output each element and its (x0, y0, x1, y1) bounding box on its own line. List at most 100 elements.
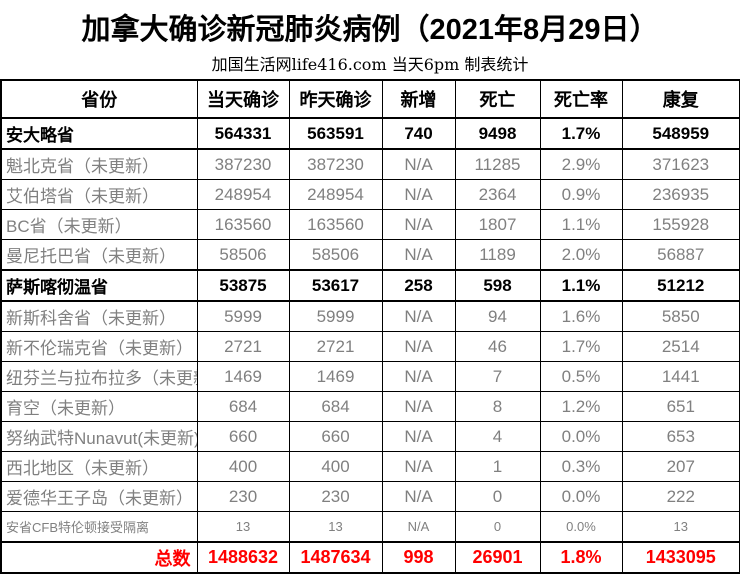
yesterday-confirmed-cell: 1469 (288, 361, 383, 392)
province-cell: BC省（未更新） (0, 209, 198, 240)
yesterday-confirmed-cell: 230 (288, 481, 383, 512)
table-row-nova-scotia: 新斯科舍省（未更新） 5999 5999 N/A 94 1.6% 5850 (0, 300, 740, 332)
deaths-cell: 46 (454, 331, 541, 362)
yesterday-confirmed-cell: 58506 (288, 239, 383, 271)
new-cases-cell: N/A (381, 481, 456, 512)
province-cell: 魁北克省（未更新） (0, 148, 198, 180)
deaths-cell: 2364 (454, 179, 541, 210)
table-row-quebec: 魁北克省（未更新） 387230 387230 N/A 11285 2.9% 3… (0, 148, 740, 180)
today-confirmed-cell: 400 (196, 451, 290, 482)
new-cases-cell: N/A (381, 209, 456, 240)
deaths-cell: 0 (454, 511, 541, 543)
new-cases-cell: N/A (381, 331, 456, 362)
today-confirmed-cell: 58506 (196, 239, 290, 271)
recovered-total-cell: 1433095 (621, 541, 740, 574)
table-row-cfb-trenton: 安省CFB特伦顿接受隔离 13 13 N/A 0 0.0% 13 (0, 511, 740, 543)
yesterday-confirmed-cell: 13 (288, 511, 383, 543)
today-confirmed-cell: 684 (196, 391, 290, 422)
yesterday-confirmed-cell: 248954 (288, 179, 383, 210)
col-header-death-rate: 死亡率 (539, 79, 623, 119)
new-cases-cell: N/A (381, 239, 456, 271)
recovered-cell: 653 (621, 421, 740, 452)
deaths-cell: 0 (454, 481, 541, 512)
deaths-cell: 94 (454, 300, 541, 332)
today-confirmed-cell: 5999 (196, 300, 290, 332)
death-rate-cell: 1.6% (539, 300, 623, 332)
province-cell: 新斯科舍省（未更新） (0, 300, 198, 332)
yesterday-confirmed-cell: 400 (288, 451, 383, 482)
recovered-cell: 222 (621, 481, 740, 512)
today-confirmed-cell: 2721 (196, 331, 290, 362)
table-row-new-brunswick: 新不伦瑞克省（未更新） 2721 2721 N/A 46 1.7% 2514 (0, 331, 740, 362)
new-cases-cell: N/A (381, 391, 456, 422)
header-row: 省份 当天确诊 昨天确诊 新增 死亡 死亡率 康复 (0, 79, 740, 119)
recovered-cell: 1441 (621, 361, 740, 392)
yesterday-confirmed-cell: 684 (288, 391, 383, 422)
province-cell: 纽芬兰与拉布拉多（未更新） (0, 361, 198, 392)
today-confirmed-cell: 248954 (196, 179, 290, 210)
province-cell: 西北地区（未更新） (0, 451, 198, 482)
recovered-cell: 155928 (621, 209, 740, 240)
table-row-pei: 爱德华王子岛（未更新） 230 230 N/A 0 0.0% 222 (0, 481, 740, 512)
table-row-alberta: 艾伯塔省（未更新） 248954 248954 N/A 2364 0.9% 23… (0, 179, 740, 210)
death-rate-cell: 0.0% (539, 481, 623, 512)
today-confirmed-cell: 53875 (196, 269, 290, 302)
table-row-newfoundland-labrador: 纽芬兰与拉布拉多（未更新） 1469 1469 N/A 7 0.5% 1441 (0, 361, 740, 392)
recovered-cell: 371623 (621, 148, 740, 180)
deaths-cell: 4 (454, 421, 541, 452)
province-cell: 萨斯喀彻温省 (0, 269, 198, 302)
yesterday-confirmed-cell: 53617 (288, 269, 383, 302)
death-rate-cell: 0.5% (539, 361, 623, 392)
province-cell: 爱德华王子岛（未更新） (0, 481, 198, 512)
new-cases-cell: N/A (381, 300, 456, 332)
table-row-nunavut: 努纳武特Nunavut(未更新) 660 660 N/A 4 0.0% 653 (0, 421, 740, 452)
new-cases-cell: 258 (381, 269, 456, 302)
table-row-bc: BC省（未更新） 163560 163560 N/A 1807 1.1% 155… (0, 209, 740, 240)
deaths-cell: 7 (454, 361, 541, 392)
today-confirmed-cell: 564331 (196, 117, 290, 150)
death-rate-cell: 1.7% (539, 117, 623, 150)
col-header-today-confirmed: 当天确诊 (196, 79, 290, 119)
today-confirmed-cell: 13 (196, 511, 290, 543)
province-cell: 艾伯塔省（未更新） (0, 179, 198, 210)
table-row-saskatchewan: 萨斯喀彻温省 53875 53617 258 598 1.1% 51212 (0, 269, 740, 302)
table-row-northwest-territories: 西北地区（未更新） 400 400 N/A 1 0.3% 207 (0, 451, 740, 482)
recovered-cell: 2514 (621, 331, 740, 362)
death-rate-total-cell: 1.8% (539, 541, 623, 574)
covid-stats-table: 省份 当天确诊 昨天确诊 新增 死亡 死亡率 康复 安大略省 564331 56… (0, 79, 740, 574)
yesterday-confirmed-cell: 660 (288, 421, 383, 452)
recovered-cell: 651 (621, 391, 740, 422)
death-rate-cell: 0.0% (539, 421, 623, 452)
recovered-cell: 13 (621, 511, 740, 543)
today-confirmed-cell: 1469 (196, 361, 290, 392)
death-rate-cell: 2.0% (539, 239, 623, 271)
col-header-yesterday-confirmed: 昨天确诊 (288, 79, 383, 119)
yesterday-confirmed-cell: 563591 (288, 117, 383, 150)
recovered-cell: 56887 (621, 239, 740, 271)
table-row-yukon: 育空（未更新） 684 684 N/A 8 1.2% 651 (0, 391, 740, 422)
yesterday-confirmed-cell: 5999 (288, 300, 383, 332)
yesterday-confirmed-cell: 163560 (288, 209, 383, 240)
yesterday-confirmed-cell: 2721 (288, 331, 383, 362)
death-rate-cell: 1.7% (539, 331, 623, 362)
death-rate-cell: 0.9% (539, 179, 623, 210)
new-cases-cell: N/A (381, 421, 456, 452)
table-row-manitoba: 曼尼托巴省（未更新） 58506 58506 N/A 1189 2.0% 568… (0, 239, 740, 271)
deaths-total-cell: 26901 (454, 541, 541, 574)
province-cell: 新不伦瑞克省（未更新） (0, 331, 198, 362)
deaths-cell: 598 (454, 269, 541, 302)
new-cases-cell: N/A (381, 451, 456, 482)
yesterday-confirmed-total-cell: 1487634 (288, 541, 383, 574)
page-title: 加拿大确诊新冠肺炎病例（2021年8月29日） (81, 14, 659, 46)
deaths-cell: 9498 (454, 117, 541, 150)
recovered-cell: 236935 (621, 179, 740, 210)
death-rate-cell: 0.3% (539, 451, 623, 482)
recovered-cell: 5850 (621, 300, 740, 332)
yesterday-confirmed-cell: 387230 (288, 148, 383, 180)
table-row-ontario: 安大略省 564331 563591 740 9498 1.7% 548959 (0, 117, 740, 150)
province-cell: 安大略省 (0, 117, 198, 150)
death-rate-cell: 1.2% (539, 391, 623, 422)
deaths-cell: 1 (454, 451, 541, 482)
totals-label-cell: 总数 (0, 541, 198, 574)
